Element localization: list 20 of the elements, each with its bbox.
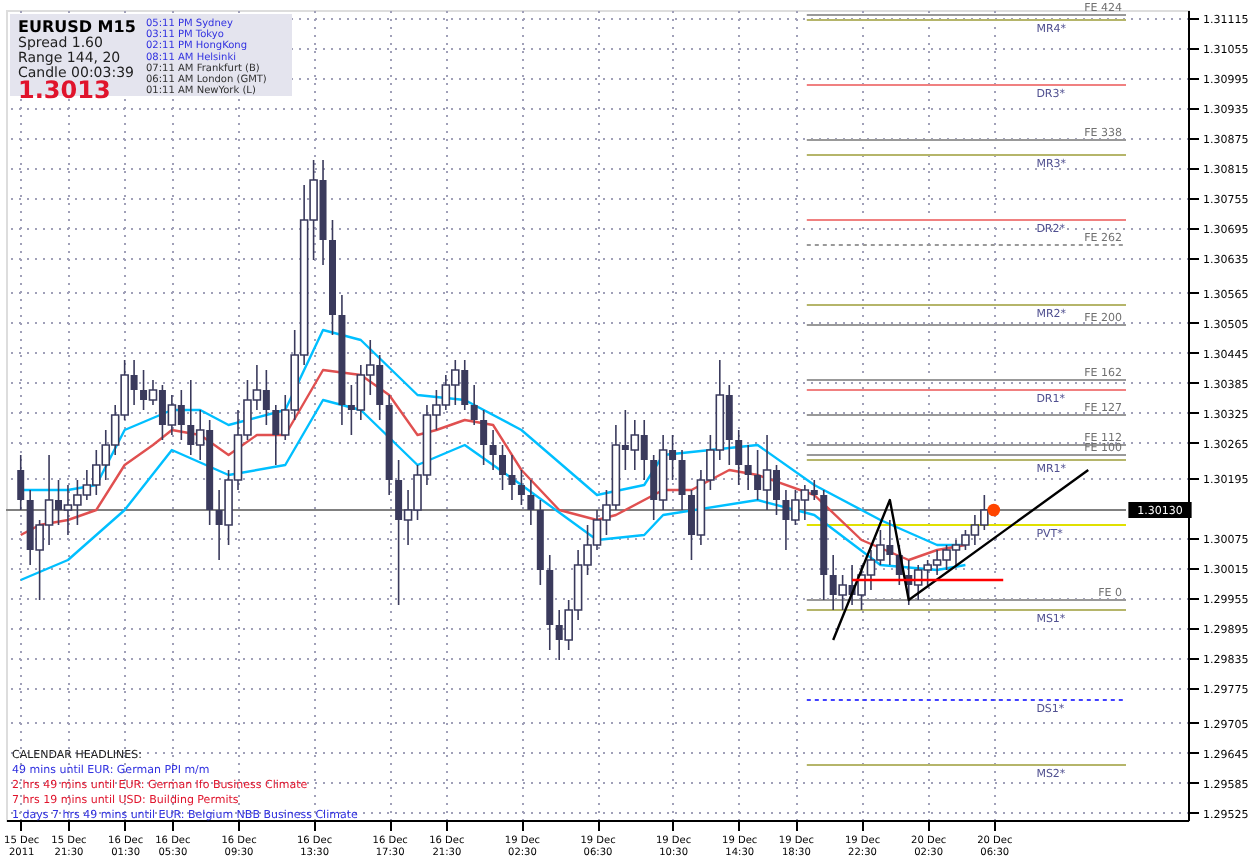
candlestick <box>470 384 478 426</box>
candlestick <box>499 444 507 491</box>
candlestick <box>508 454 516 501</box>
candlestick <box>480 409 488 466</box>
candlestick <box>450 359 460 406</box>
annotation: 1.3013 <box>18 76 111 104</box>
candlestick <box>527 479 535 526</box>
candlestick <box>167 394 177 436</box>
candlestick <box>489 429 497 471</box>
candlestick <box>630 419 640 471</box>
candlestick <box>735 429 743 486</box>
line-series <box>19 328 967 547</box>
candlestick <box>17 454 25 511</box>
candlestick <box>678 449 686 511</box>
line-series <box>19 368 967 562</box>
annotation: EURUSD M15 <box>18 18 137 36</box>
candlestick <box>517 469 525 506</box>
candlestick <box>744 444 752 491</box>
candlestick <box>762 434 772 511</box>
line-series <box>831 468 1090 642</box>
